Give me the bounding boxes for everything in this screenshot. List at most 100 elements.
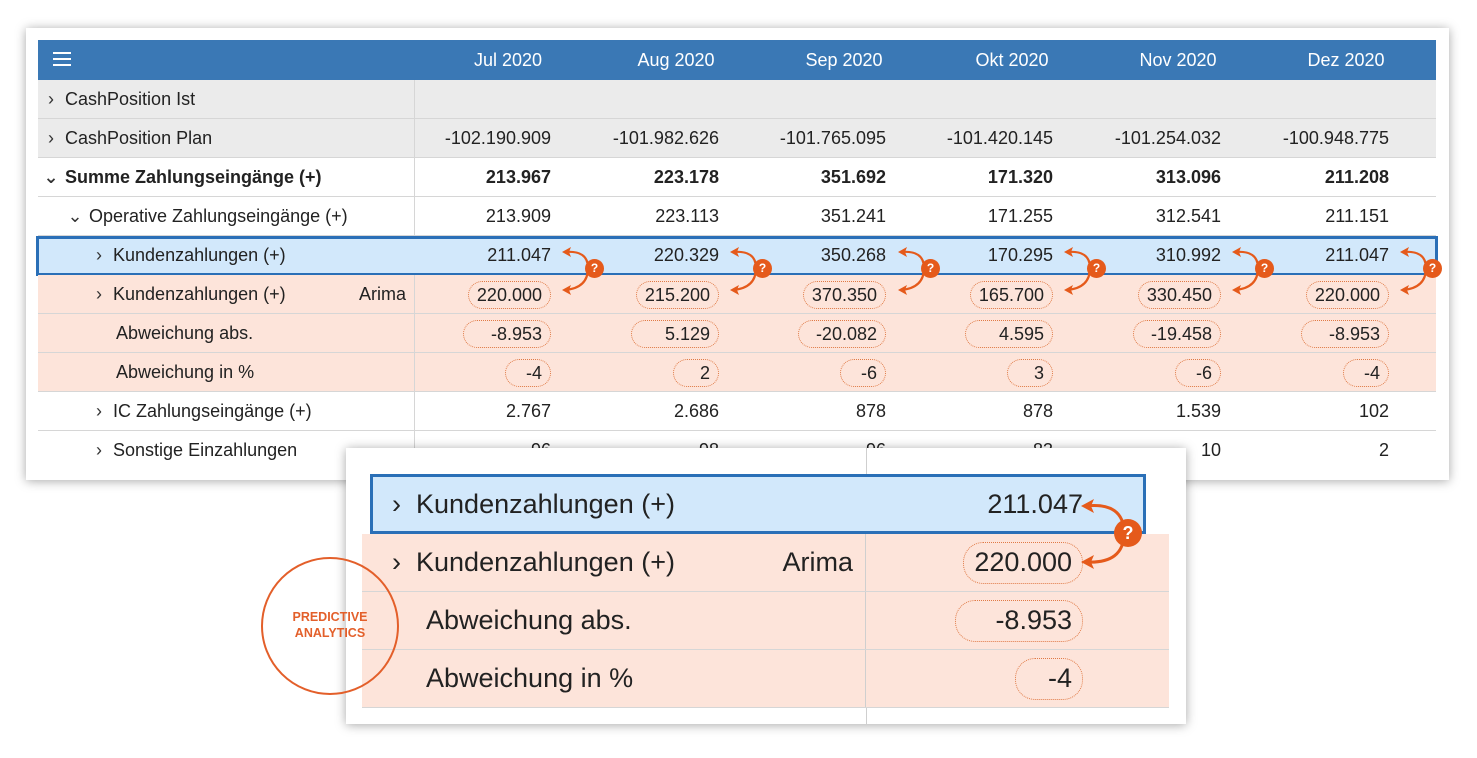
comparison-connector: ? <box>1398 238 1456 298</box>
row-label: CashPosition Plan <box>65 128 213 148</box>
cell-value: 2.767 <box>505 401 551 421</box>
chevron-right-icon[interactable]: › <box>96 440 102 460</box>
column-header[interactable]: Nov 2020 <box>1139 50 1217 70</box>
comparison-connector: ? <box>1062 238 1120 298</box>
table-row-kundenzahlungen-selected[interactable]: › Kundenzahlungen (+) 211.047 220.329 35… <box>36 236 1438 276</box>
chevron-right-icon[interactable]: › <box>48 89 54 109</box>
column-header[interactable]: Aug 2020 <box>637 50 715 70</box>
cell-value: 211.047 <box>487 245 551 265</box>
question-badge-icon[interactable]: ? <box>585 259 604 278</box>
forecast-value: 220.000 <box>963 542 1083 584</box>
table-row-ic-zahlungseingaenge[interactable]: › IC Zahlungseingänge (+) 2.767 2.686 87… <box>38 392 1436 431</box>
cell-value: 213.909 <box>485 206 551 226</box>
zoom-row-kundenzahlungen[interactable]: › Kundenzahlungen (+) 211.047 <box>362 476 1169 534</box>
forecast-model-tag: Arima <box>782 547 853 577</box>
table-row-abweichung-prozent[interactable]: Abweichung in % -4 2 -6 3 -6 -4 <box>38 353 1436 392</box>
row-label: Abweichung abs. <box>116 323 254 343</box>
chevron-down-icon[interactable]: ⌄ <box>43 167 59 187</box>
table-row-sonstige-einzahlungen[interactable]: › Sonstige Einzahlungen 96 98 96 83 10 2 <box>38 431 1436 470</box>
cell-value: 171.255 <box>987 206 1053 226</box>
deviation-percent: -4 <box>1343 359 1389 388</box>
comparison-connector: ? <box>896 238 954 298</box>
cell-value: 350.268 <box>820 245 886 265</box>
deviation-value: -8.953 <box>1301 320 1389 349</box>
row-label: Sonstige Einzahlungen <box>113 440 298 460</box>
chevron-right-icon[interactable]: › <box>48 128 54 148</box>
deviation-value: -8.953 <box>955 600 1083 642</box>
deviation-percent: 2 <box>673 359 719 388</box>
forecast-value: 165.700 <box>969 281 1053 310</box>
forecast-value: 370.350 <box>802 281 886 310</box>
forecast-value: 220.000 <box>1305 281 1389 310</box>
predictive-label-line2: ANALYTICS <box>294 626 366 640</box>
predictive-label-line1: PREDICTIVE <box>292 610 368 624</box>
deviation-percent: -4 <box>505 359 551 388</box>
forecast-grid-card: Jul 2020 Aug 2020 Sep 2020 Okt 2020 Nov … <box>26 28 1449 480</box>
cell-value: 211.151 <box>1325 206 1389 226</box>
cell-value: 170.295 <box>987 245 1053 265</box>
deviation-percent: -4 <box>1015 658 1083 700</box>
table-row-kundenzahlungen-arima[interactable]: › Kundenzahlungen (+) Arima 220.000 215.2… <box>38 275 1436 314</box>
cell-value: 211.208 <box>1324 167 1389 187</box>
table-row-cashposition-ist[interactable]: › CashPosition Ist <box>38 80 1436 119</box>
cell-value: 878 <box>1022 401 1053 421</box>
cell-value: 220.329 <box>653 245 719 265</box>
selection-highlight <box>370 474 1146 534</box>
row-label: Abweichung abs. <box>426 605 632 635</box>
deviation-percent: -6 <box>840 359 886 388</box>
question-badge-icon[interactable]: ? <box>1255 259 1274 278</box>
comparison-connector: ? <box>1230 238 1288 298</box>
zoom-row-abweichung-abs[interactable]: Abweichung abs. -8.953 <box>362 592 1169 650</box>
cell-value: 351.241 <box>820 206 886 226</box>
cell-value: 2 <box>1378 440 1389 460</box>
cell-value: -101.765.095 <box>779 128 886 148</box>
selection-highlight <box>36 236 1438 276</box>
chevron-down-icon[interactable]: ⌄ <box>67 206 83 226</box>
chevron-right-icon[interactable]: › <box>392 489 401 519</box>
chevron-right-icon[interactable]: › <box>392 547 401 577</box>
question-badge-icon[interactable]: ? <box>1423 259 1442 278</box>
table-row-abweichung-abs[interactable]: Abweichung abs. -8.953 5.129 -20.082 4.5… <box>38 314 1436 353</box>
cell-value: 1.539 <box>1175 401 1221 421</box>
cell-value: -102.190.909 <box>444 128 551 148</box>
row-label: Abweichung in % <box>116 362 255 382</box>
cell-value: 102 <box>1358 401 1389 421</box>
cell-value: 351.692 <box>820 167 886 187</box>
cell-value: 10 <box>1200 440 1221 460</box>
row-label: Kundenzahlungen (+) <box>416 547 675 577</box>
column-header[interactable]: Jul 2020 <box>473 50 543 70</box>
zoom-detail-card: › Kundenzahlungen (+) 211.047 › Kundenza… <box>346 448 1186 724</box>
row-label: Abweichung in % <box>426 663 634 693</box>
row-label: Kundenzahlungen (+) <box>113 245 286 265</box>
cell-value: -101.420.145 <box>946 128 1053 148</box>
cell-value: 312.541 <box>1155 206 1221 226</box>
deviation-value: 4.595 <box>965 320 1053 349</box>
deviation-percent: 3 <box>1007 359 1053 388</box>
cell-value: 310.992 <box>1155 245 1221 265</box>
hamburger-menu-icon[interactable] <box>53 52 71 68</box>
zoom-row-abweichung-prozent[interactable]: Abweichung in % -4 <box>362 650 1169 708</box>
cell-value: 213.967 <box>485 167 551 187</box>
table-row-operative-zahlungseingaenge[interactable]: ⌄ Operative Zahlungseingänge (+) 213.909… <box>38 197 1436 236</box>
question-badge-icon[interactable]: ? <box>1087 259 1106 278</box>
question-badge-icon[interactable]: ? <box>921 259 940 278</box>
chevron-right-icon[interactable]: › <box>96 401 102 421</box>
deviation-value: -20.082 <box>798 320 886 349</box>
chevron-right-icon[interactable]: › <box>96 284 102 304</box>
question-badge-icon[interactable]: ? <box>1114 519 1142 547</box>
column-header[interactable]: Sep 2020 <box>805 50 883 70</box>
question-badge-icon[interactable]: ? <box>753 259 772 278</box>
predictive-analytics-badge: PREDICTIVE ANALYTICS <box>261 557 399 695</box>
row-label: Kundenzahlungen (+) <box>113 284 286 304</box>
chevron-right-icon[interactable]: › <box>96 245 102 265</box>
zoom-row-kundenzahlungen-arima[interactable]: › Kundenzahlungen (+) Arima 220.000 <box>362 534 1169 592</box>
cell-value: -101.254.032 <box>1114 128 1221 148</box>
forecast-value: 330.450 <box>1137 281 1221 310</box>
table-row-cashposition-plan[interactable]: › CashPosition Plan -102.190.909 -101.98… <box>38 119 1436 158</box>
column-header[interactable]: Okt 2020 <box>975 50 1049 70</box>
cell-value: 2.686 <box>673 401 719 421</box>
cell-value: 211.047 <box>1325 245 1389 265</box>
grid-header: Jul 2020 Aug 2020 Sep 2020 Okt 2020 Nov … <box>38 40 1436 80</box>
table-row-summe-zahlungseingaenge[interactable]: ⌄ Summe Zahlungseingänge (+) 213.967 223… <box>38 158 1436 197</box>
column-header[interactable]: Dez 2020 <box>1307 50 1385 70</box>
